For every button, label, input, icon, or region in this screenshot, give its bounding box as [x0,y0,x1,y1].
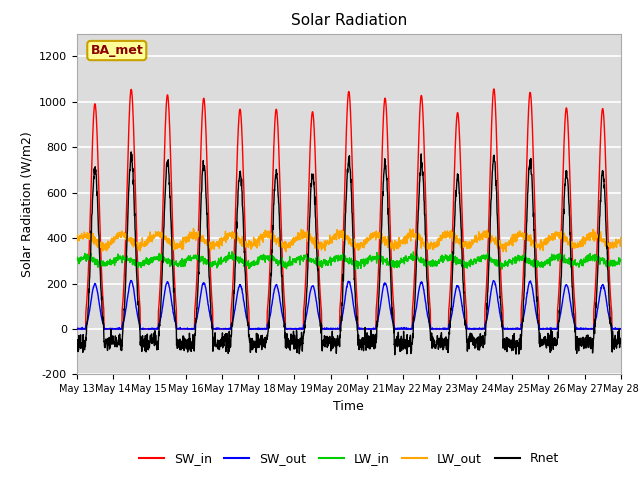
SW_in [507,326,515,332]
LW_in [228,249,236,254]
LW_out [584,236,592,241]
SW_out [73,326,81,332]
LW_in [584,252,592,258]
LW_out [73,238,81,243]
Line: LW_in: LW_in [77,252,621,269]
Rnet [365,333,372,339]
SW_out [127,277,135,283]
Text: BA_met: BA_met [90,44,143,57]
Line: Rnet: Rnet [77,152,621,355]
SW_in [376,217,384,223]
SW_out [376,303,384,309]
SW_in [73,326,81,332]
SW_out [225,325,232,331]
SW_out [365,326,372,332]
Rnet [376,255,384,261]
SW_in [225,326,232,332]
SW_in [365,326,372,332]
SW_in [584,326,592,332]
Rnet [617,336,625,341]
Line: SW_out: SW_out [77,280,621,329]
LW_out [189,226,197,231]
SW_out [569,314,577,320]
X-axis label: Time: Time [333,400,364,413]
LW_in [225,254,232,260]
Rnet [570,301,577,307]
Y-axis label: Solar Radiation (W/m2): Solar Radiation (W/m2) [20,131,33,277]
SW_out [507,325,515,331]
Rnet [73,339,81,345]
LW_out [98,249,106,254]
SW_out [584,326,592,332]
SW_in [617,326,625,332]
Rnet [584,345,592,350]
Rnet [225,344,232,350]
LW_in [365,255,372,261]
LW_out [377,234,385,240]
Rnet [508,345,515,350]
LW_in [377,253,385,259]
LW_out [617,234,625,240]
LW_in [617,258,625,264]
SW_out [617,326,625,332]
LW_out [508,235,515,241]
Line: LW_out: LW_out [77,228,621,252]
LW_in [73,258,81,264]
Legend: SW_in, SW_out, LW_in, LW_out, Rnet: SW_in, SW_out, LW_in, LW_out, Rnet [134,447,564,470]
SW_in [490,86,498,92]
Title: Solar Radiation: Solar Radiation [291,13,407,28]
LW_out [225,231,233,237]
LW_in [351,266,359,272]
SW_in [569,268,577,274]
LW_in [508,259,515,265]
LW_out [570,241,577,247]
LW_out [365,238,372,243]
Rnet [127,149,135,155]
LW_in [570,258,577,264]
Rnet [391,352,399,358]
Line: SW_in: SW_in [77,89,621,329]
